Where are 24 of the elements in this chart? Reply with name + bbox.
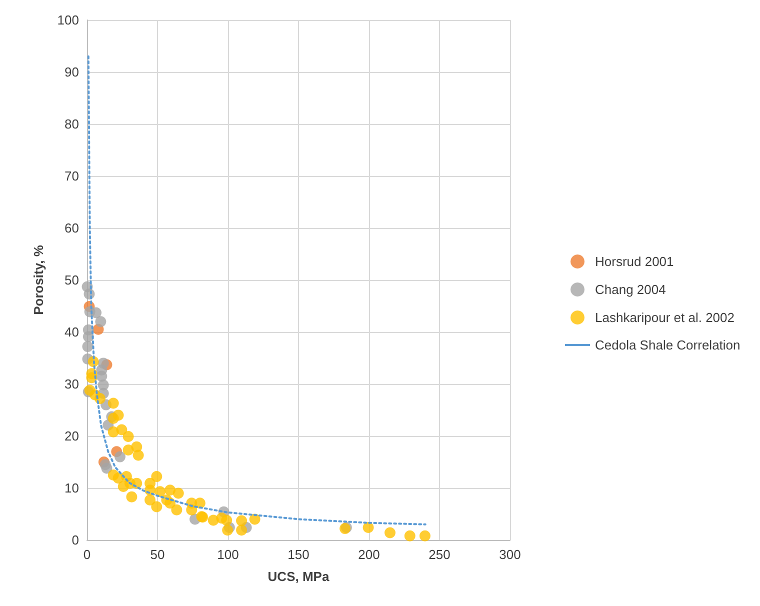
x-tick-label: 0 [83, 547, 91, 562]
legend-label: Horsrud 2001 [595, 254, 674, 269]
x-axis-title: UCS, MPa [268, 569, 330, 584]
x-tick-label: 200 [358, 547, 380, 562]
y-tick-label: 100 [57, 12, 79, 28]
y-tick-label: 40 [64, 324, 79, 340]
x-tick-label: 300 [499, 547, 521, 562]
y-tick-label: 70 [64, 168, 79, 184]
y-tick-label: 0 [72, 532, 79, 548]
y-axis-title: Porosity, % [31, 244, 46, 315]
legend-label: Lashkaripour et al. 2002 [595, 310, 734, 325]
y-tick-label: 60 [64, 220, 79, 236]
x-tick-label: 250 [428, 547, 450, 562]
legend-label: Chang 2004 [595, 282, 666, 297]
legend-label: Cedola Shale Correlation [595, 338, 740, 352]
y-tick-label: 10 [64, 480, 79, 496]
y-tick-label: 80 [64, 116, 79, 132]
x-tick-label: 150 [288, 547, 310, 562]
y-tick-label: 20 [64, 428, 79, 444]
y-tick-label: 50 [64, 272, 79, 288]
x-tick-label: 100 [217, 547, 239, 562]
y-tick-label: 90 [64, 64, 79, 80]
y-tick-label: 30 [64, 376, 79, 392]
x-tick-label: 50 [150, 547, 165, 562]
